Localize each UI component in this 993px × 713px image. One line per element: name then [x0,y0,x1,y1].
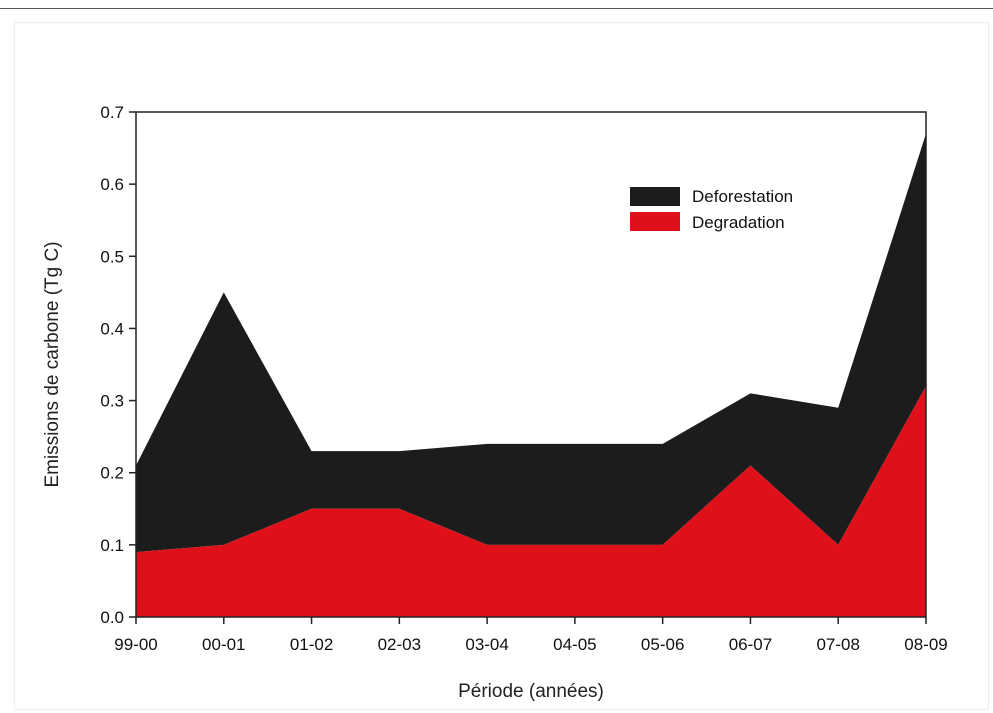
y-tick-label: 0.0 [100,608,124,627]
x-tick-label: 04-05 [553,635,596,654]
x-tick-label: 03-04 [465,635,508,654]
figure-border [14,22,989,710]
x-tick-label: 00-01 [202,635,245,654]
y-axis-title: Emissions de carbone (Tg C) [42,241,63,487]
x-axis-ticks: 99-00 00-01 01-02 02-03 03-04 04-05 05-06 06-07… [114,617,948,654]
area-deforestation [136,133,926,553]
plot-frame [135,111,927,618]
legend-label-degradation: Degradation [692,213,785,232]
x-tick-label: 99-00 [114,635,157,654]
legend-label-deforestation: Deforestation [692,187,793,206]
y-tick-label: 0.7 [100,103,124,122]
x-tick-label: 02-03 [378,635,421,654]
area-degradation [136,386,926,617]
x-axis-title: Période (années) [458,681,604,702]
chart-areas [136,133,926,617]
x-tick-label: 08-09 [904,635,947,654]
x-tick-label: 05-06 [641,635,684,654]
y-axis-ticks: 0.0 0.1 0.2 0.3 0.4 0.5 0.6 0.7 [100,103,136,627]
x-tick-label: 07-08 [816,635,859,654]
top-border-line [0,8,993,9]
y-tick-label: 0.5 [100,247,124,266]
legend: Deforestation Degradation [630,187,793,232]
y-tick-label: 0.4 [100,319,124,338]
y-tick-label: 0.2 [100,464,124,483]
y-tick-label: 0.6 [100,175,124,194]
legend-swatch-deforestation [630,187,680,206]
x-tick-label: 06-07 [729,635,772,654]
legend-swatch-degradation [630,212,680,231]
x-tick-label: 01-02 [290,635,333,654]
y-tick-label: 0.1 [100,536,124,555]
y-tick-label: 0.3 [100,392,124,411]
